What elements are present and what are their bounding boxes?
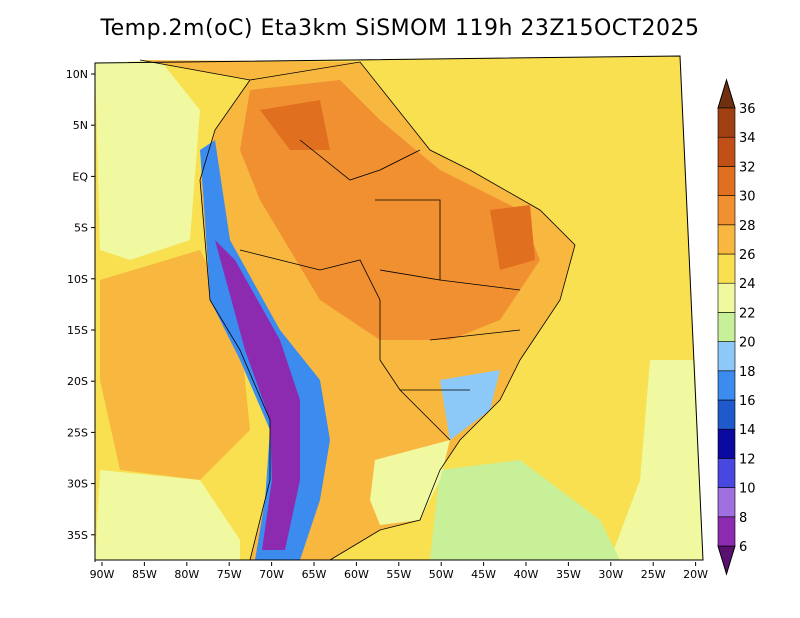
lon-tick-label: 65W: [302, 568, 327, 581]
colorbar-label: 26: [739, 248, 756, 263]
colorbar-box: [717, 458, 736, 488]
lon-tick-label: 50W: [429, 568, 454, 581]
colorbar-label: 34: [739, 131, 756, 146]
colorbar-box: [717, 107, 736, 138]
lat-tick-label: 5N: [73, 119, 88, 132]
lat-tick-label: EQ: [72, 170, 88, 183]
lon-tick-label: 25W: [641, 568, 666, 581]
colorbar-min-triangle: [717, 545, 736, 576]
colorbar-box: [717, 487, 736, 518]
colorbar-box: [717, 428, 736, 459]
lon-tick-label: 75W: [217, 568, 242, 581]
colorbar-label: 18: [739, 365, 756, 380]
lon-tick-label: 20W: [683, 568, 708, 581]
colorbar-label: 20: [739, 336, 756, 351]
lon-tick-label: 30W: [598, 568, 623, 581]
atlantic-south-cool-field: [430, 460, 620, 560]
lon-tick-label: 55W: [386, 568, 411, 581]
lat-tick-label: 25S: [67, 426, 88, 439]
map-field: [95, 56, 703, 560]
country-borders: [139, 59, 576, 561]
colorbar-box: [717, 195, 736, 226]
hottest-field: [260, 100, 330, 150]
lat-tick-label: 20S: [67, 375, 88, 388]
coastline: [139, 59, 576, 561]
map-title: Temp.2m(oC) Eta3km SiSMOM 119h 23Z15OCT2…: [100, 16, 700, 41]
colorbar-box: [717, 166, 736, 196]
lon-tick-label: 40W: [514, 568, 539, 581]
hottest-ne-field: [490, 205, 535, 270]
brazil-border: [239, 139, 451, 441]
colorbar-label: 32: [739, 160, 756, 175]
colorbar-box: [717, 341, 736, 372]
colorbar-max-triangle: [717, 78, 736, 109]
colorbar-label: 8: [739, 511, 747, 526]
ocean-east-cool-field: [610, 360, 703, 560]
southeast-cool-field: [440, 370, 500, 440]
colorbar-box: [717, 224, 736, 255]
lon-tick-label: 70W: [259, 568, 284, 581]
ocean-east-field: [450, 56, 700, 560]
lon-tick-label: 85W: [132, 568, 157, 581]
colorbar: 6 8 10 12 14 16 18 20 22 24 26 28 30 32 34 36: [717, 78, 756, 576]
latitude-axis: 10N 5N EQ 5S 10S 15S 20S 25S 30S 35S: [66, 68, 95, 542]
colorbar-box: [717, 516, 736, 547]
colorbar-box: [717, 282, 736, 313]
south-cool-field: [370, 440, 450, 525]
lon-tick-label: 45W: [471, 568, 496, 581]
state-borders: [375, 199, 521, 391]
pacific-north-field: [95, 60, 200, 260]
colorbar-box: [717, 312, 736, 342]
longitude-axis: 90W 85W 80W 75W 70W 65W 60W 55W 50W 45W 40W 35W 30W 2…: [90, 562, 708, 581]
pacific-cool-field: [95, 470, 240, 560]
pacific-warm-field: [100, 250, 250, 480]
lat-tick-label: 10S: [67, 273, 88, 286]
colorbar-box: [717, 399, 736, 430]
colorbar-label: 30: [739, 190, 756, 205]
andes-cold-field: [215, 240, 300, 550]
lat-tick-label: 15S: [67, 324, 88, 337]
colorbar-label: 36: [739, 102, 756, 117]
colorbar-label: 14: [739, 423, 756, 438]
lat-tick-label: 5S: [74, 222, 88, 235]
colorbar-label: 28: [739, 219, 756, 234]
colorbar-box: [717, 370, 736, 401]
colorbar-label: 10: [739, 482, 756, 497]
lon-tick-label: 80W: [174, 568, 199, 581]
colorbar-label: 12: [739, 452, 756, 467]
lat-tick-label: 35S: [67, 529, 88, 542]
colorbar-box: [717, 136, 736, 167]
colorbar-label: 6: [739, 540, 747, 555]
colorbar-label: 16: [739, 394, 756, 409]
lat-tick-label: 10N: [66, 68, 88, 81]
lon-tick-label: 90W: [90, 568, 115, 581]
colorbar-box: [717, 253, 736, 284]
colorbar-label: 24: [739, 277, 756, 292]
lon-tick-label: 60W: [344, 568, 369, 581]
colorbar-label: 22: [739, 306, 756, 321]
lon-tick-label: 35W: [556, 568, 581, 581]
lat-tick-label: 30S: [67, 478, 88, 491]
